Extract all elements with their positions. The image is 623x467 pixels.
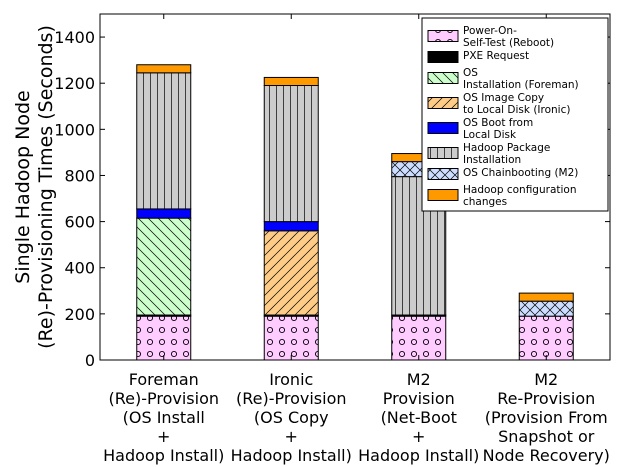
bar-segment-hatch	[519, 301, 574, 317]
x-tick-label: Ironic (Re)-Provision (OS Copy + Hadoop Inst…	[231, 370, 352, 465]
legend-label: OS Installation (Foreman)	[463, 67, 579, 91]
legend-label: Hadoop configuration changes	[463, 184, 577, 208]
bars-group	[136, 64, 574, 361]
legend-label: Power-On-Self-Test (Reboot)	[463, 25, 554, 49]
legend-label: Hadoop Package Installation	[463, 142, 550, 166]
y-tick-label: 0	[85, 351, 95, 370]
y-axis-title: Single Hadoop Node(Re)-Provisioning Time…	[12, 25, 57, 349]
bar-segment-hatch	[391, 316, 446, 360]
legend-swatch	[427, 189, 459, 201]
bar-segment-hatch	[264, 230, 319, 316]
bar-segment-hatch	[136, 218, 191, 316]
legend-label: OS Boot from Local Disk	[463, 117, 533, 141]
legend-swatch-hatch	[428, 147, 458, 159]
bar-segment-hatch	[264, 316, 319, 360]
y-axis: 0 200 400 600 800 1000 1200 1400	[54, 28, 610, 370]
y-tick-label: 1000	[54, 120, 95, 139]
bar-segment	[263, 221, 319, 232]
y-tick-label: 1200	[54, 74, 95, 93]
bar-segment-hatch	[136, 72, 191, 209]
legend-swatch-hatch	[428, 168, 458, 180]
y-axis-label: Single Hadoop Node(Re)-Provisioning Time…	[12, 25, 57, 349]
bar-segment	[518, 292, 574, 302]
plot-frame	[99, 13, 611, 361]
y-tick-label: 400	[64, 259, 95, 278]
bar-segment-hatch	[264, 85, 319, 222]
bar-segment-hatch	[519, 316, 574, 360]
legend-swatch-hatch	[428, 97, 458, 109]
legend-swatch-hatch	[428, 72, 458, 84]
legend-swatch	[427, 122, 459, 134]
legend-swatch-hatch	[428, 30, 458, 42]
bar-segment	[136, 64, 192, 74]
legend-label: PXE Request	[463, 50, 529, 62]
y-tick-label: 800	[64, 166, 95, 185]
legend-swatch	[427, 51, 459, 63]
y-tick-label: 200	[64, 305, 95, 324]
bar-segment	[136, 208, 192, 219]
bar-segment	[263, 76, 319, 87]
x-axis: Foreman (Re)-Provision (OS Install + Hadoop …	[103, 14, 610, 465]
x-tick-label: M2 Re-Provision (Provision From Snapshot or…	[483, 370, 610, 465]
y-tick-label: 600	[64, 213, 95, 232]
bar-segment-hatch	[136, 316, 191, 360]
y-tick-label: 1400	[54, 28, 95, 47]
legend-label: OS Chainbooting (M2)	[463, 167, 578, 179]
x-tick-label: M2 Provision (Net-Boot + Hadoop Install)	[358, 370, 479, 465]
x-tick-label: Foreman (Re)-Provision (OS Install + Hadoop …	[103, 370, 224, 465]
legend: Power-On-Self-Test (Reboot)PXE Request OS…	[421, 17, 609, 212]
legend-label: OS Image Copy to Local Disk (Ironic)	[463, 92, 570, 116]
